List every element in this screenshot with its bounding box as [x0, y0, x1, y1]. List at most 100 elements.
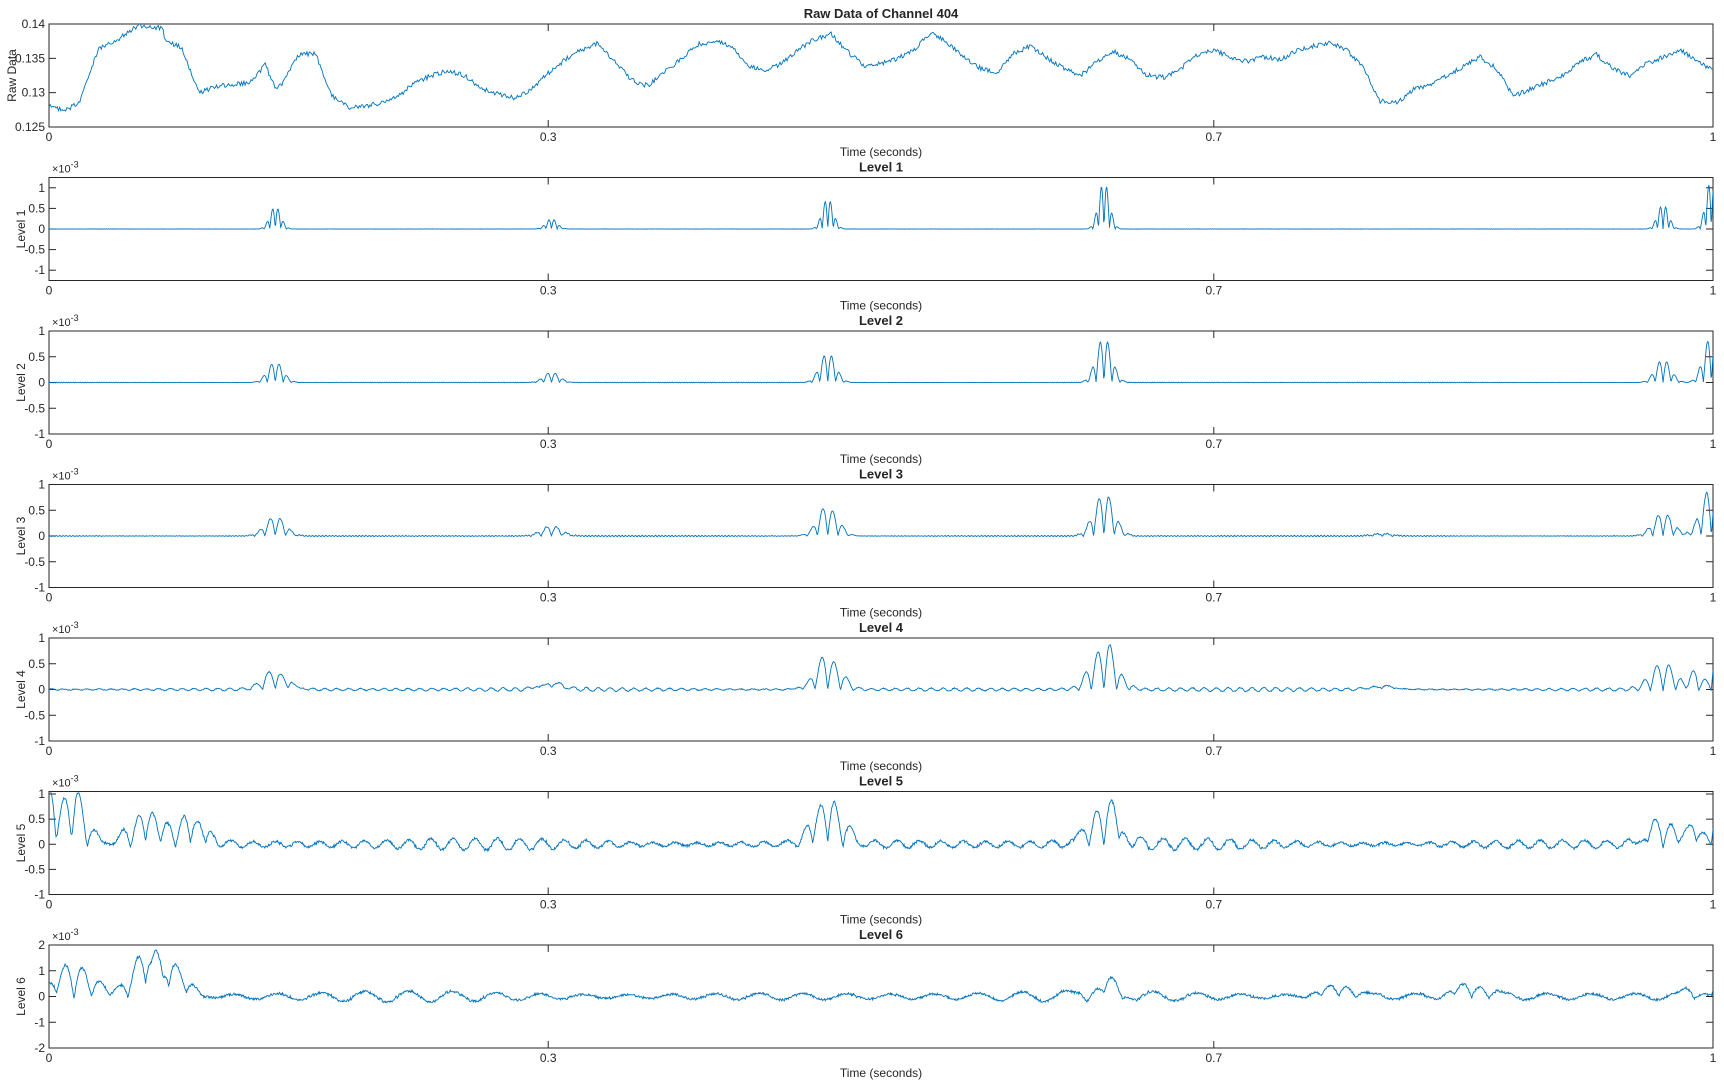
y-axis-label: Level 3 — [14, 516, 28, 555]
x-tick-label: 0 — [46, 130, 53, 144]
x-axis-label: Time (seconds) — [840, 452, 922, 466]
data-line — [49, 949, 1713, 1004]
y-tick-label: 0 — [38, 529, 45, 543]
data-line — [50, 791, 1713, 852]
y-tick-label: 0.125 — [15, 120, 45, 134]
x-tick-label: 0.3 — [540, 130, 557, 144]
y-tick-label: 1 — [38, 631, 45, 645]
y-exponent-label: ×10-3 — [52, 927, 79, 943]
y-tick-label: 0.5 — [28, 503, 45, 517]
subplot-2: Level 1 Level 1 Time (seconds) ×10-3 0 0.3 0.7… — [14, 160, 1717, 313]
subplot-5: Level 4 Level 4 Time (seconds) ×10-3 0 0.3 0.7… — [14, 620, 1717, 773]
x-tick-label: 0 — [46, 1051, 53, 1065]
y-tick-label: 0.13 — [22, 86, 46, 100]
y-axis-label: Level 1 — [14, 209, 28, 248]
x-axis-label: Time (seconds) — [840, 1066, 922, 1080]
x-tick-label: 0.7 — [1205, 744, 1222, 758]
axes-box — [48, 23, 1714, 128]
subplot-7: Level 6 Level 6 Time (seconds) ×10-3 0 0.3 0.7… — [14, 927, 1717, 1080]
x-tick-label: 0 — [46, 591, 53, 605]
x-axis-label: Time (seconds) — [840, 913, 922, 927]
y-tick-label: -0.5 — [24, 708, 45, 722]
y-tick-label: 0.5 — [28, 350, 45, 364]
x-tick-label: 0.3 — [540, 1051, 557, 1065]
y-tick-label: 0 — [38, 837, 45, 851]
y-exponent-label: ×10-3 — [52, 467, 79, 483]
y-tick-label: 0.5 — [28, 812, 45, 826]
x-tick-label: 0.7 — [1205, 1051, 1222, 1065]
y-exponent-label: ×10-3 — [52, 160, 79, 176]
x-axis-label: Time (seconds) — [840, 759, 922, 773]
y-tick-label: -1 — [34, 1015, 45, 1029]
x-tick-label: 0 — [46, 284, 53, 298]
y-tick-label: 0 — [38, 683, 45, 697]
subplots: Raw Data of Channel 404 Raw Data Time (sec… — [5, 6, 1717, 1080]
subplot-title: Level 4 — [859, 620, 904, 635]
x-tick-label: 0.3 — [540, 898, 557, 912]
y-tick-label: 0.135 — [15, 51, 45, 65]
y-tick-label: -1 — [34, 734, 45, 748]
x-tick-label: 0.3 — [540, 284, 557, 298]
x-tick-label: 0.7 — [1205, 437, 1222, 451]
y-tick-label: -2 — [34, 1041, 45, 1055]
y-tick-label: -0.5 — [24, 555, 45, 569]
y-tick-label: 0 — [38, 376, 45, 390]
x-tick-label: 0 — [46, 437, 53, 451]
x-axis-label: Time (seconds) — [840, 299, 922, 313]
y-tick-label: 2 — [38, 938, 45, 952]
y-tick-label: -1 — [34, 581, 45, 595]
y-axis-label: Level 5 — [14, 823, 28, 862]
y-axis-label: Raw Data — [5, 49, 19, 102]
x-tick-label: 0.3 — [540, 591, 557, 605]
y-tick-label: 0.14 — [22, 17, 46, 31]
data-line — [49, 185, 1713, 231]
y-tick-label: -1 — [34, 888, 45, 902]
y-tick-label: 0 — [38, 990, 45, 1004]
y-tick-label: 1 — [38, 324, 45, 338]
subplot-title: Level 6 — [859, 927, 903, 942]
y-exponent-label: ×10-3 — [52, 313, 79, 329]
subplot-title: Level 1 — [859, 160, 903, 175]
x-tick-label: 1 — [1710, 591, 1717, 605]
y-tick-label: -1 — [34, 263, 45, 277]
x-axis-label: Time (seconds) — [840, 606, 922, 620]
data-line — [49, 644, 1713, 693]
x-tick-label: 0 — [46, 898, 53, 912]
y-tick-label: 0 — [38, 222, 45, 236]
subplot-4: Level 3 Level 3 Time (seconds) ×10-3 0 0.3 0.7… — [14, 467, 1717, 620]
data-line — [49, 340, 1713, 384]
x-tick-label: 1 — [1710, 284, 1717, 298]
y-exponent-label: ×10-3 — [52, 774, 79, 790]
x-tick-label: 1 — [1710, 130, 1717, 144]
y-axis-label: Level 4 — [14, 670, 28, 709]
y-tick-label: -0.5 — [24, 862, 45, 876]
x-tick-label: 0.7 — [1205, 898, 1222, 912]
axes-box — [48, 791, 1714, 895]
subplot-title: Level 2 — [859, 313, 903, 328]
subplot-1: Raw Data of Channel 404 Raw Data Time (sec… — [5, 6, 1717, 159]
y-axis-label: Level 6 — [14, 977, 28, 1016]
y-exponent-label: ×10-3 — [52, 620, 79, 636]
y-tick-label: 1 — [38, 964, 45, 978]
x-axis-label: Time (seconds) — [840, 145, 922, 159]
x-tick-label: 1 — [1710, 744, 1717, 758]
x-tick-label: 0.7 — [1205, 284, 1222, 298]
x-tick-label: 1 — [1710, 437, 1717, 451]
subplot-3: Level 2 Level 2 Time (seconds) ×10-3 0 0.3 0.7… — [14, 313, 1717, 466]
x-tick-label: 0 — [46, 744, 53, 758]
x-tick-label: 0.7 — [1205, 591, 1222, 605]
y-tick-label: -1 — [34, 427, 45, 441]
y-tick-label: -0.5 — [24, 243, 45, 257]
x-tick-label: 0.3 — [540, 437, 557, 451]
data-line — [49, 491, 1713, 538]
subplot-title: Level 5 — [859, 774, 903, 789]
x-tick-label: 0.3 — [540, 744, 557, 758]
subplot-title: Level 3 — [859, 467, 903, 482]
data-line — [49, 24, 1713, 113]
y-tick-label: -0.5 — [24, 401, 45, 415]
x-tick-label: 1 — [1710, 898, 1717, 912]
y-tick-label: 0.5 — [28, 657, 45, 671]
y-tick-label: 1 — [38, 181, 45, 195]
subplot-6: Level 5 Level 5 Time (seconds) ×10-3 0 0.3 0.7… — [14, 774, 1717, 927]
